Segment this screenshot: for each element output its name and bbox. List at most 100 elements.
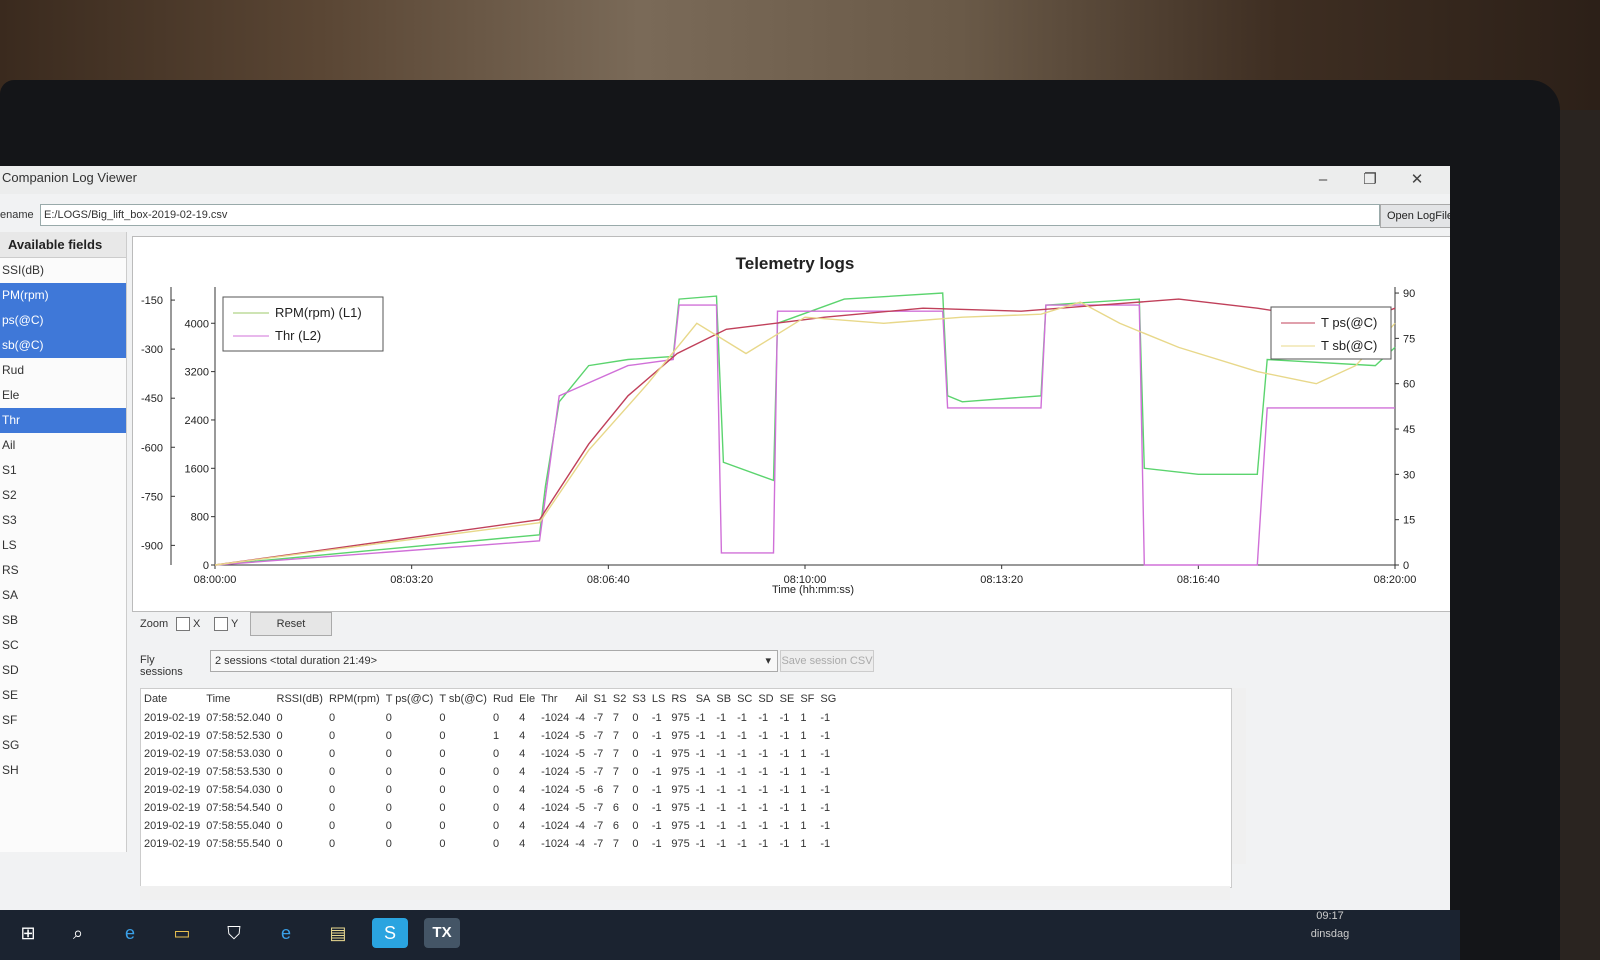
table-cell: -1: [651, 712, 662, 724]
column-header[interactable]: S1: [593, 693, 607, 705]
opentx-icon[interactable]: TX: [424, 918, 460, 948]
store-icon[interactable]: ⛉: [227, 923, 241, 943]
column-header[interactable]: SE: [779, 693, 795, 705]
table-row[interactable]: 2019-02-19 07:58:54.030 0 0 0 0 0 4 -1024 -5 -6 7 0-…: [141, 781, 839, 799]
plot-panel[interactable]: Telemetry logs 08:00:00 08:03:20 08:06:40 08…: [132, 236, 1450, 612]
column-header[interactable]: T ps(@C): [385, 693, 434, 705]
field-item[interactable]: SB: [2, 613, 19, 627]
explorer-icon[interactable]: ▭: [173, 923, 191, 943]
field-item[interactable]: ps(@C): [0, 308, 126, 333]
horizontal-scrollbar[interactable]: [140, 886, 1230, 900]
table-cell: -1: [758, 766, 769, 778]
column-header[interactable]: SA: [695, 693, 711, 705]
column-header[interactable]: SD: [758, 693, 774, 705]
field-item[interactable]: SD: [2, 663, 19, 677]
column-header[interactable]: Ail: [575, 693, 588, 705]
y-tick-label: 4000: [185, 318, 209, 330]
field-item[interactable]: SE: [2, 688, 19, 702]
column-header[interactable]: Thr: [541, 693, 558, 705]
table-cell: 07:58:54.540: [206, 802, 271, 814]
x-tick-label: 08:20:00: [1374, 574, 1417, 586]
reset-button[interactable]: Reset: [250, 612, 332, 636]
column-header[interactable]: S2: [612, 693, 627, 705]
search-icon[interactable]: ⌕: [72, 923, 84, 943]
table-cell: 0: [328, 802, 336, 814]
table-row[interactable]: 2019-02-19 07:58:52.040 0 0 0 0 0 4 -1024 -4 -7 7 0-…: [141, 709, 839, 727]
ie-icon[interactable]: e: [280, 923, 291, 943]
field-item[interactable]: PM(rpm): [0, 283, 126, 308]
table-cell: 2019-02-19: [144, 838, 201, 850]
table-cell: 0: [439, 712, 446, 724]
edge-icon[interactable]: e: [124, 923, 135, 943]
column-header[interactable]: Ele: [519, 693, 536, 705]
table-row[interactable]: 2019-02-19 07:58:53.030 0 0 0 0 0 4 -1024 -5 -7 7 0-…: [141, 745, 839, 763]
column-header[interactable]: Date: [144, 693, 168, 705]
field-item[interactable]: LS: [2, 538, 17, 552]
table-cell: 07:58:53.530: [206, 766, 271, 778]
save-session-button[interactable]: Save session CSV: [780, 650, 874, 672]
field-item[interactable]: RS: [2, 563, 19, 577]
column-header[interactable]: SB: [716, 693, 732, 705]
table-cell: 0: [492, 748, 500, 760]
column-header[interactable]: RSSI(dB): [276, 693, 323, 705]
field-item[interactable]: sb(@C): [0, 333, 126, 358]
clock[interactable]: 09:17 dinsdag: [1290, 910, 1370, 940]
field-item[interactable]: SSI(dB): [2, 263, 45, 277]
field-item[interactable]: Ail: [2, 438, 16, 452]
table-row[interactable]: 2019-02-19 07:58:55.540 0 0 0 0 0 4 -1024 -4 -7 7 0-…: [141, 835, 839, 853]
files-icon[interactable]: ▤: [329, 923, 347, 943]
field-item[interactable]: Rud: [2, 363, 25, 377]
close-button[interactable]: ✕: [1410, 171, 1424, 188]
field-item[interactable]: Thr: [0, 408, 126, 433]
table-cell: -1: [737, 838, 747, 850]
table-cell: -1: [779, 838, 790, 850]
maximize-button[interactable]: ❐: [1363, 171, 1377, 188]
field-item[interactable]: SH: [2, 763, 19, 777]
zoom-x-checkbox[interactable]: [176, 617, 190, 631]
table-cell: 0: [439, 748, 446, 760]
table-cell: 7: [612, 730, 620, 742]
column-header[interactable]: Time: [206, 693, 231, 705]
filename-input[interactable]: [40, 204, 1380, 226]
column-header[interactable]: SC: [737, 693, 753, 705]
table-row[interactable]: 2019-02-19 07:58:52.530 0 0 0 0 1 4 -1024 -5 -7 7 0-…: [141, 727, 839, 745]
skype-icon[interactable]: S: [372, 918, 408, 948]
table-cell: 0: [632, 730, 639, 742]
table-cell: 0: [328, 838, 336, 850]
table-cell: 1: [800, 730, 807, 742]
field-item[interactable]: Ele: [2, 388, 20, 402]
legend-right: [1270, 306, 1392, 360]
minimize-button[interactable]: –: [1318, 171, 1328, 188]
vertical-scrollbar[interactable]: [1232, 688, 1246, 864]
log-table[interactable]: Date Time RSSI(dB) RPM(rpm) T ps(@C) T sb(@C)…: [140, 688, 1232, 888]
column-header[interactable]: SF: [800, 693, 815, 705]
table-cell: 0: [328, 820, 336, 832]
y-tick-label: 0: [203, 560, 209, 572]
table-row[interactable]: 2019-02-19 07:58:55.040 0 0 0 0 0 4 -1024 -4 -7 6 0-…: [141, 817, 839, 835]
table-row[interactable]: 2019-02-19 07:58:53.530 0 0 0 0 0 4 -1024 -5 -7 7 0-…: [141, 763, 839, 781]
table-cell: 975: [671, 784, 690, 796]
column-header[interactable]: LS: [651, 693, 666, 705]
column-header[interactable]: T sb(@C): [439, 693, 487, 705]
column-header[interactable]: RPM(rpm): [328, 693, 380, 705]
field-item[interactable]: SG: [2, 738, 20, 752]
fields-header: Available fields: [0, 232, 126, 258]
table-row[interactable]: 2019-02-19 07:58:54.540 0 0 0 0 0 4 -1024 -5 -7 6 0-…: [141, 799, 839, 817]
column-header[interactable]: RS: [671, 693, 687, 705]
field-item[interactable]: S3: [2, 513, 17, 527]
field-item[interactable]: S1: [2, 463, 17, 477]
field-item[interactable]: SF: [2, 713, 18, 727]
zoom-y-checkbox[interactable]: [214, 617, 228, 631]
column-header[interactable]: SG: [820, 693, 837, 705]
field-item[interactable]: SA: [2, 588, 19, 602]
windows-icon[interactable]: ⊞: [20, 923, 36, 943]
open-logfile-button[interactable]: Open LogFile: [1380, 204, 1450, 228]
table-cell: -1: [716, 730, 727, 742]
column-header[interactable]: Rud: [492, 693, 514, 705]
column-header[interactable]: S3: [632, 693, 646, 705]
table-cell: -7: [593, 730, 604, 742]
field-item[interactable]: S2: [2, 488, 17, 502]
sessions-select[interactable]: 2 sessions <total duration 21:49> ▾: [210, 650, 778, 672]
field-item[interactable]: SC: [2, 638, 19, 652]
